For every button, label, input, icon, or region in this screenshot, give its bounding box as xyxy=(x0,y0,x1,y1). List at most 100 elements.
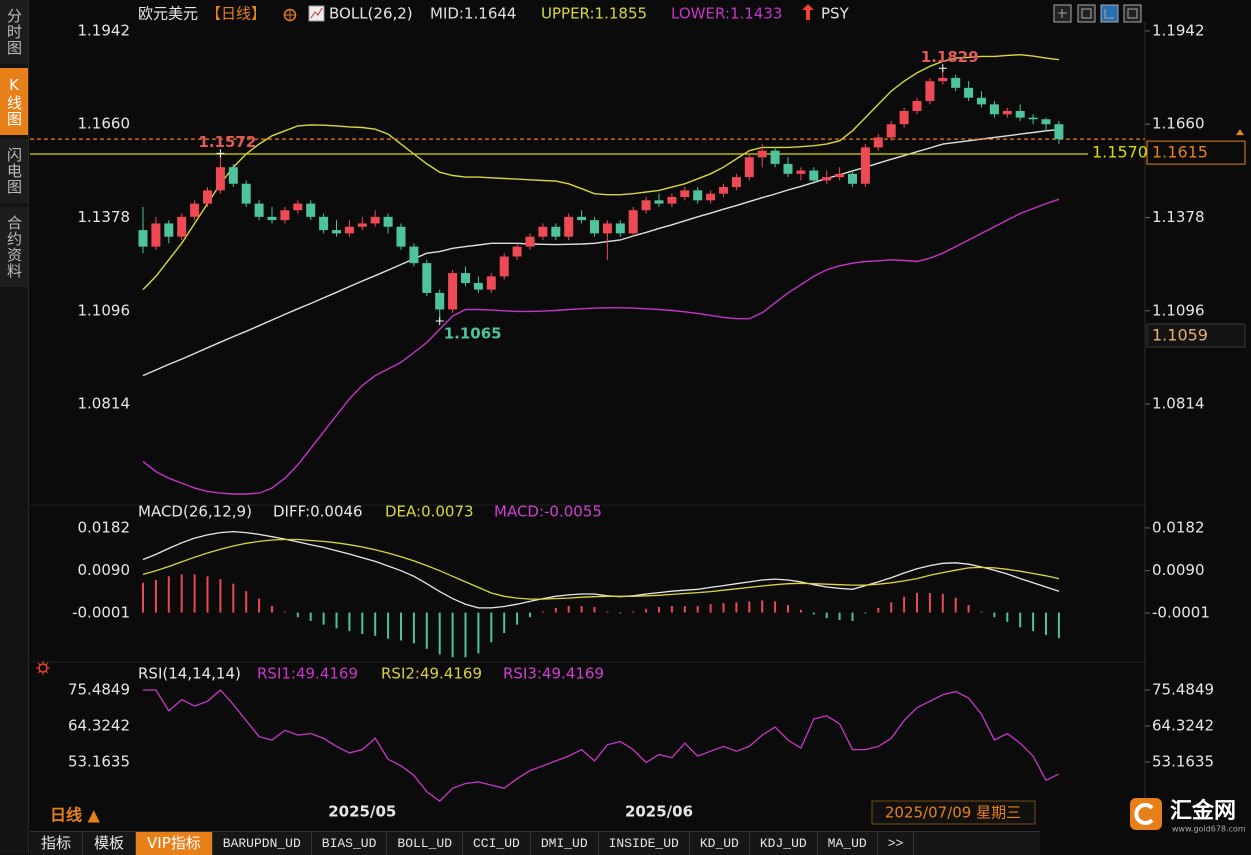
legend: UPPER:1.1855 xyxy=(541,5,647,23)
toolbar-tab[interactable]: INSIDE_UD xyxy=(599,832,690,855)
candle-body xyxy=(538,226,548,237)
y-tick-label: 0.0182 xyxy=(1152,518,1205,536)
candle-body xyxy=(525,236,535,247)
price-label-bg xyxy=(1088,142,1144,163)
candle-body xyxy=(177,216,187,237)
y-tick-label: 1.1378 xyxy=(1152,208,1205,226)
candle-body xyxy=(667,196,677,204)
toolbar-tab[interactable]: CCI_UD xyxy=(463,832,531,855)
candle-body xyxy=(1015,110,1025,118)
indicator-name: BOLL(26,2) xyxy=(329,5,413,23)
y-tick-label: 0.0090 xyxy=(78,561,131,579)
toolbar-tab[interactable]: KDJ_UD xyxy=(750,832,818,855)
toolbar-tab[interactable]: >> xyxy=(878,832,915,855)
y-tick-label: 75.4849 xyxy=(1152,681,1214,699)
candle-body xyxy=(615,223,625,234)
candle-body xyxy=(499,256,509,277)
toolbar-tab[interactable]: VIP指标 xyxy=(136,832,213,855)
toolbar-tab[interactable]: BOLL_UD xyxy=(387,832,463,855)
y-tick-label: 1.0814 xyxy=(1152,395,1205,413)
candle-body xyxy=(293,203,303,211)
candle-body xyxy=(848,173,857,184)
candle-body xyxy=(770,150,780,164)
y-tick-label: 1.1942 xyxy=(78,21,131,39)
candle-body xyxy=(461,273,470,283)
y-tick-label: 0.0090 xyxy=(1152,561,1205,579)
legend: MACD:-0.0055 xyxy=(494,503,602,521)
y-tick-label: -0.0001 xyxy=(1152,604,1210,622)
side-tab[interactable]: 闪电图 xyxy=(0,139,28,203)
series-line xyxy=(142,538,1060,600)
candle-body xyxy=(190,203,200,217)
y-tick-label: 1.1096 xyxy=(1152,301,1205,319)
candle-body xyxy=(1002,110,1012,115)
toolbar-tab[interactable]: DMI_UD xyxy=(531,832,599,855)
arrow-icon[interactable] xyxy=(802,4,814,20)
add-icon[interactable] xyxy=(283,8,297,22)
candle-body xyxy=(744,157,754,178)
title: 欧元美元 xyxy=(138,5,198,23)
toolbar-tab[interactable]: 指标 xyxy=(30,832,84,855)
toolbar-tab[interactable]: BIAS_UD xyxy=(312,832,388,855)
indicator-name[interactable]: PSY xyxy=(821,5,850,23)
price-tag xyxy=(1146,323,1246,348)
candle-body xyxy=(203,190,212,204)
extreme-marker xyxy=(435,317,444,326)
candle-body xyxy=(396,226,406,247)
candle-body xyxy=(977,97,986,105)
candle-body xyxy=(138,230,148,247)
toolbar-tab[interactable]: 模板 xyxy=(83,832,137,855)
candle-body xyxy=(654,200,664,204)
candle-body xyxy=(151,223,161,247)
y-tick-label: 1.1378 xyxy=(78,208,131,226)
candle-body xyxy=(783,163,793,174)
legend: LOWER:1.1433 xyxy=(671,5,782,23)
candle-body xyxy=(1041,119,1051,125)
side-tab[interactable]: 分时图 xyxy=(0,0,28,64)
extreme-label: 1.1572 xyxy=(198,133,256,151)
candle-body xyxy=(448,273,458,310)
extreme-marker xyxy=(216,149,225,158)
logo: 汇金网 www.gold678.com xyxy=(1122,796,1251,836)
candle-body xyxy=(641,200,651,211)
toolbar-tab[interactable]: KD_UD xyxy=(690,832,750,855)
candle-body xyxy=(964,87,974,98)
toolbar-tab[interactable]: MA_UD xyxy=(818,832,878,855)
candle-body xyxy=(280,210,290,221)
series-line xyxy=(142,53,1059,291)
candle-body xyxy=(577,216,587,221)
y-tick-label: 1.0814 xyxy=(78,395,131,413)
price-label: 1.1615 xyxy=(1152,143,1208,162)
candle-body xyxy=(719,187,728,194)
candle-body xyxy=(590,220,599,234)
price-tag-label: 1.1059 xyxy=(1152,326,1208,345)
candle-body xyxy=(306,203,316,217)
side-tab[interactable]: K线图 xyxy=(0,68,28,135)
candle-body xyxy=(435,292,445,310)
price-arrow xyxy=(1236,129,1244,136)
candle-body xyxy=(267,216,277,221)
candle-body xyxy=(680,190,690,197)
extreme-label: 1.1829 xyxy=(921,48,979,66)
date: 2025/07/09 星期三 xyxy=(885,804,1021,822)
candle-body xyxy=(486,276,496,290)
legend: DEA:0.0073 xyxy=(385,503,474,521)
toolbar-tab[interactable]: BARUPDN_UD xyxy=(213,832,312,855)
candle-body xyxy=(835,173,845,178)
indicator-name: MACD(26,12,9) xyxy=(138,503,252,521)
side-tab[interactable]: 合约资料 xyxy=(0,207,28,287)
y-tick-label: 1.1660 xyxy=(78,115,131,133)
y-tick-label: 0.0182 xyxy=(78,518,131,536)
extreme-label: 1.1065 xyxy=(444,325,502,343)
toolbar: 指标 模板 VIP指标 BARUPDN_UD BIAS_UD BOLL_UD CCI_UD D… xyxy=(30,831,1040,855)
settings-icon[interactable] xyxy=(36,661,50,675)
period-switch[interactable]: 日线 ▲ xyxy=(50,806,101,825)
y-tick-label: 1.1660 xyxy=(1152,115,1205,133)
candle-body xyxy=(628,210,638,234)
indicator-icon[interactable] xyxy=(308,5,325,22)
candle-body xyxy=(989,104,999,115)
series-line xyxy=(142,128,1059,377)
candle-body xyxy=(1054,124,1064,140)
window-buttons[interactable] xyxy=(1053,4,1142,23)
